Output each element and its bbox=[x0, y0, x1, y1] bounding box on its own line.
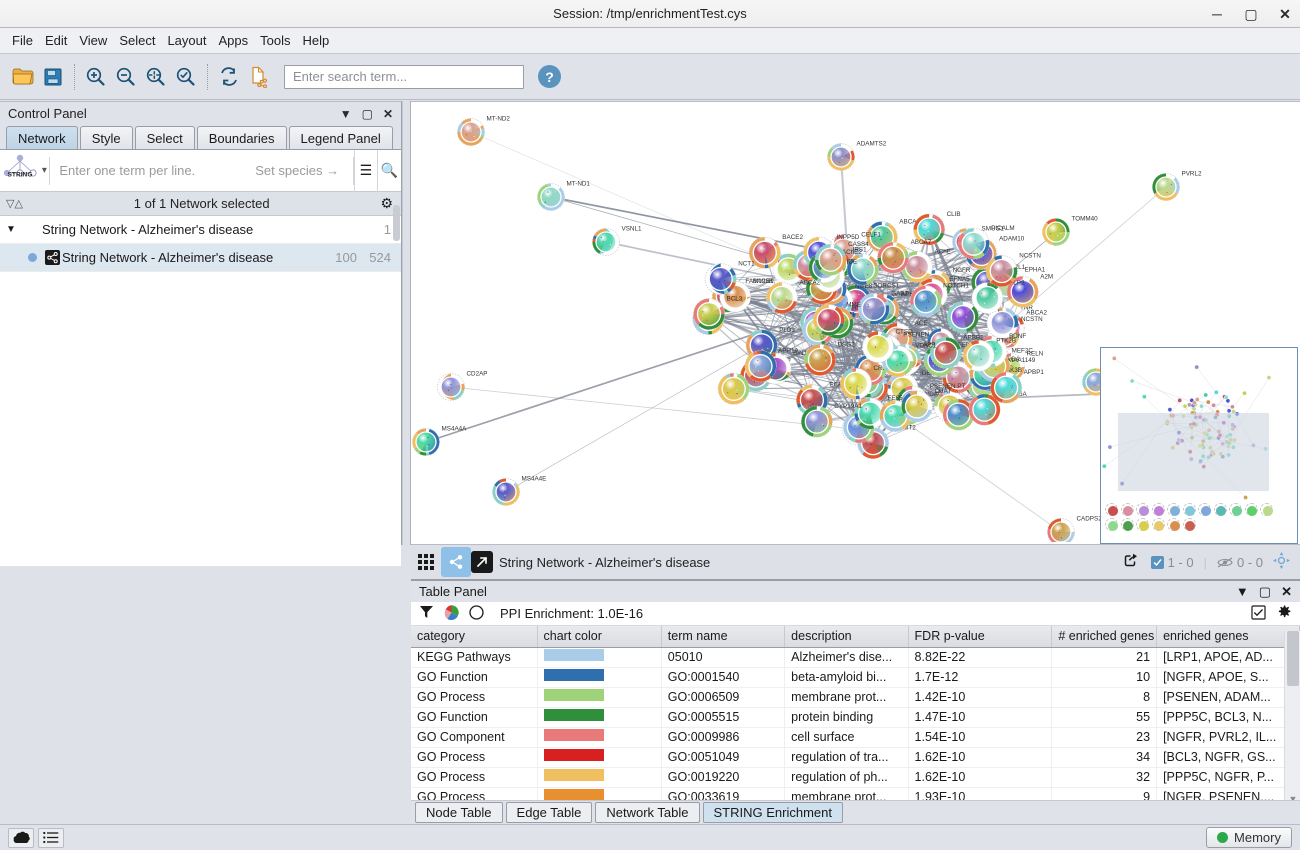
svg-text:BACE1: BACE1 bbox=[753, 278, 774, 285]
svg-text:PLD3: PLD3 bbox=[779, 327, 795, 334]
svg-text:PTK2B: PTK2B bbox=[996, 337, 1016, 344]
svg-text:MEF2C: MEF2C bbox=[1012, 348, 1034, 355]
svg-text:CHAT: CHAT bbox=[935, 388, 952, 395]
svg-text:CD2AP: CD2AP bbox=[467, 371, 488, 378]
svg-text:NCSTN: NCSTN bbox=[1019, 253, 1041, 260]
svg-text:MS4A4E: MS4A4E bbox=[522, 476, 547, 483]
svg-text:DSG2: DSG2 bbox=[838, 341, 856, 348]
svg-text:NCT1: NCT1 bbox=[738, 261, 755, 268]
svg-text:A2M: A2M bbox=[1040, 273, 1053, 280]
svg-text:CTSD: CTSD bbox=[896, 328, 914, 335]
svg-text:VSNL1: VSNL1 bbox=[622, 226, 642, 233]
svg-text:MT-ND1: MT-ND1 bbox=[567, 181, 591, 188]
svg-text:CLIB: CLIB bbox=[947, 211, 961, 218]
svg-text:NGFR: NGFR bbox=[953, 267, 971, 274]
svg-text:CASS4: CASS4 bbox=[848, 241, 869, 248]
svg-text:MS4A4A: MS4A4A bbox=[442, 426, 468, 433]
svg-text:CADPS2: CADPS2 bbox=[1077, 516, 1103, 523]
svg-text:NOTCH1: NOTCH1 bbox=[943, 283, 969, 290]
svg-text:STRING: STRING bbox=[8, 171, 33, 178]
svg-text:SORCS1: SORCS1 bbox=[873, 282, 899, 289]
svg-text:INPP5D: INPP5D bbox=[837, 234, 860, 241]
svg-text:APBB1: APBB1 bbox=[963, 334, 984, 341]
svg-text:VDAC1: VDAC1 bbox=[915, 343, 936, 350]
svg-text:BCL3: BCL3 bbox=[727, 296, 743, 303]
svg-text:AChE: AChE bbox=[935, 248, 951, 255]
svg-text:ADAMTS2: ADAMTS2 bbox=[857, 141, 887, 148]
svg-text:MT-ND2: MT-ND2 bbox=[487, 116, 511, 123]
svg-text:ACE: ACE bbox=[915, 320, 928, 327]
svg-text:NCSTN: NCSTN bbox=[1021, 316, 1043, 323]
svg-text:PICALM: PICALM bbox=[991, 225, 1014, 232]
svg-text:ABCA7: ABCA7 bbox=[911, 239, 932, 246]
svg-text:ADAM10: ADAM10 bbox=[999, 235, 1025, 242]
svg-text:CELF1: CELF1 bbox=[861, 232, 881, 239]
svg-text:APH1A: APH1A bbox=[778, 348, 799, 355]
svg-text:IDE: IDE bbox=[847, 258, 858, 265]
svg-text:BACE2: BACE2 bbox=[782, 234, 803, 241]
svg-text:TOMM40: TOMM40 bbox=[1072, 216, 1099, 223]
svg-text:APBP1: APBP1 bbox=[1024, 369, 1045, 376]
svg-text:PVRL2: PVRL2 bbox=[1182, 171, 1202, 178]
svg-text:MME: MME bbox=[846, 302, 861, 309]
svg-text:CYP19A1: CYP19A1 bbox=[834, 403, 862, 410]
svg-text:GAB2: GAB2 bbox=[891, 290, 908, 297]
